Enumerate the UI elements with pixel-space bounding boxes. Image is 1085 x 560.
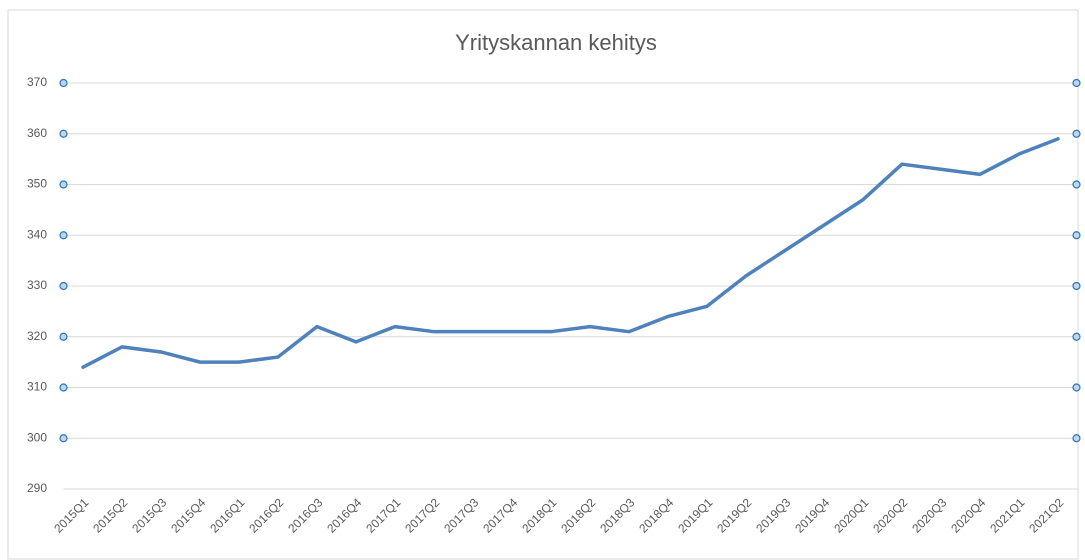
data-line [81, 137, 1060, 369]
y-tick-label: 370 [27, 75, 47, 89]
selection-handle [59, 383, 68, 392]
selection-handle [1072, 129, 1081, 138]
selection-handle [1072, 78, 1081, 88]
y-tick-label: 350 [27, 177, 47, 191]
selection-handle [1072, 231, 1081, 240]
y-tick-label: 290 [27, 481, 47, 495]
y-tick-label: 300 [27, 430, 47, 444]
y-tick-label: 320 [27, 329, 47, 343]
y-tick-label: 330 [27, 278, 47, 292]
selection-handle [1072, 332, 1081, 341]
selection-handle [59, 78, 68, 88]
selection-handle [59, 332, 68, 341]
selection-handle [1072, 383, 1081, 392]
y-tick-label: 360 [27, 126, 47, 140]
selection-handle [59, 281, 68, 291]
selection-handle [59, 129, 68, 138]
chart-title: Yrityskannan kehitys [455, 30, 657, 55]
selection-handle [59, 231, 68, 240]
y-tick-label: 310 [27, 380, 47, 394]
selection-handle [1072, 434, 1081, 443]
selection-handle [1072, 180, 1081, 189]
y-tick-label: 340 [27, 227, 47, 241]
selection-handle [59, 180, 68, 189]
chart-frame [7, 9, 1079, 560]
selection-handle [1072, 281, 1081, 291]
selection-handle [59, 434, 68, 443]
